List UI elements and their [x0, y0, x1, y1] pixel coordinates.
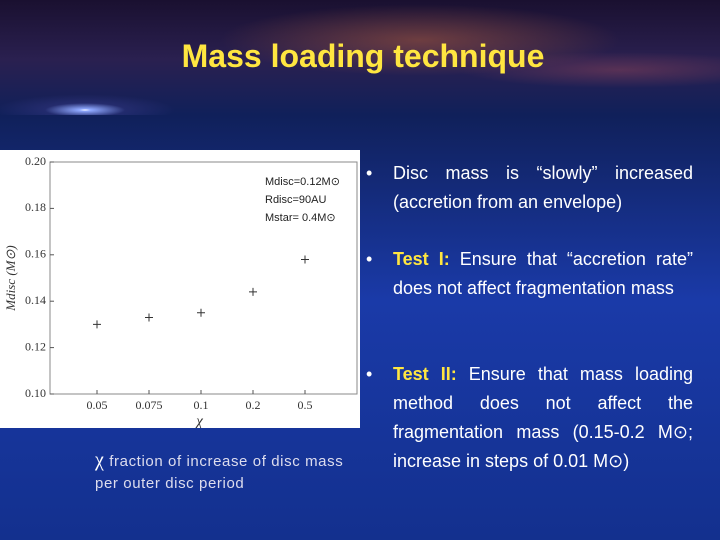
bullet: Test II: Ensure that mass loading method…: [366, 360, 693, 476]
y-tick-label: 0.16: [25, 247, 46, 261]
chi-symbol: χ: [95, 449, 105, 471]
bullet-label: Test I:: [393, 249, 450, 269]
bullet-text: Disc mass is “slowly” increased (accreti…: [393, 163, 693, 212]
bullet-label: Test II:: [393, 364, 457, 384]
x-tick-label: 0.075: [136, 398, 163, 412]
bullet: Disc mass is “slowly” increased (accreti…: [366, 159, 693, 217]
y-axis-label: Mdisc (M⊙): [3, 245, 18, 311]
x-tick-label: 0.2: [246, 398, 261, 412]
annotation: Mdisc=0.12M⊙: [265, 176, 340, 188]
caption: χ fraction of increase of disc mass per …: [95, 449, 345, 495]
x-tick-label: 0.5: [298, 398, 313, 412]
point: [249, 287, 257, 296]
y-tick-label: 0.14: [25, 293, 46, 307]
x-tick-label: 0.1: [194, 398, 209, 412]
chart-panel: 0.10 0.12 0.14 0.16 0.18 0.20 0.05 0.075 0.1 0.2 0…: [0, 150, 360, 429]
chart: 0.10 0.12 0.14 0.16 0.18 0.20 0.05 0.075 0.1 0.2 0…: [3, 154, 358, 429]
x-axis-label: χ: [194, 413, 203, 428]
annotation: Mstar= 0.4M⊙: [265, 212, 336, 224]
y-tick-label: 0.20: [25, 154, 46, 168]
bullet-text: Ensure that mass loading method does not…: [393, 364, 693, 471]
point: [93, 320, 101, 329]
point: [197, 308, 205, 317]
x-tick-label: 0.05: [87, 398, 108, 412]
point: [145, 313, 153, 322]
annotation: Rdisc=90AU: [265, 194, 327, 206]
plot-frame: [49, 161, 358, 395]
space-image: [0, 0, 720, 115]
point: [301, 255, 309, 264]
slide-title: Mass loading technique: [181, 38, 545, 74]
bullet-text: Ensure that “accretion rate” does not af…: [393, 249, 693, 298]
bullet: Test I: Ensure that “accretion rate” doe…: [366, 245, 693, 303]
y-tick-label: 0.12: [25, 339, 46, 353]
caption-text: fraction of increase of disc mass per ou…: [95, 453, 344, 492]
y-tick-label: 0.18: [25, 200, 46, 214]
y-tick-label: 0.10: [25, 386, 46, 400]
